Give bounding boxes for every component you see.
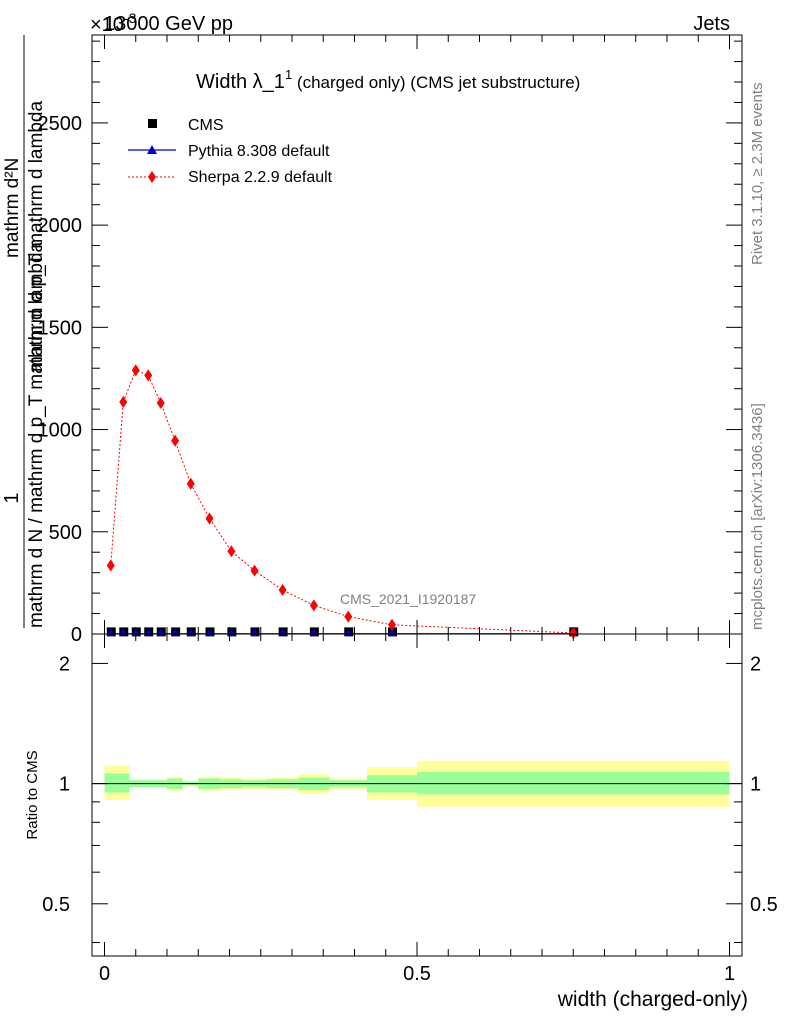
y-tick-label: 0 xyxy=(71,624,82,646)
sherpa-point xyxy=(278,584,287,597)
svg-text:1: 1 xyxy=(1,492,23,503)
y-tick-label: 2000 xyxy=(38,215,83,237)
sherpa-point xyxy=(119,395,128,408)
plot-title: Width λ_11 (charged only) (CMS jet subst… xyxy=(196,67,580,93)
sherpa-point xyxy=(309,599,318,612)
rivet-label: Rivet 3.1.10, ≥ 2.3M events xyxy=(749,83,766,266)
mcplots-label: mcplots.cern.ch [arXiv:1306.3436] xyxy=(749,403,766,630)
svg-text:mathrm d p_T mathrm d lambda: mathrm d p_T mathrm d lambda xyxy=(26,101,47,372)
sherpa-point xyxy=(156,396,165,409)
ratio-y-ticks: 0.5 0.5 1 1 2 2 xyxy=(42,653,778,943)
x-tick-label: 0.5 xyxy=(403,963,431,985)
svg-text:CMS: CMS xyxy=(188,117,224,134)
legend-entry-cms: CMS xyxy=(148,117,224,134)
ratio-band-inner xyxy=(104,773,130,793)
x-tick-label: 0 xyxy=(99,963,110,985)
x-tick-label: 1 xyxy=(724,963,735,985)
main-y-ticks: 0 500 1000 1500 2000 2500 xyxy=(38,40,742,646)
svg-text:Sherpa 2.2.9 default: Sherpa 2.2.9 default xyxy=(188,169,333,186)
exponent-label: ×10-3 xyxy=(90,10,137,36)
sherpa-point xyxy=(205,512,214,525)
ratio-y-tick-label-right: 0.5 xyxy=(750,894,778,916)
ratio-x-ticks: 0 0.5 1 xyxy=(99,634,735,985)
y-tick-label: 2500 xyxy=(38,113,83,135)
main-x-ticks xyxy=(104,35,730,634)
ratio-y-tick-label: 1 xyxy=(59,774,70,796)
svg-text:Pythia 8.308 default: Pythia 8.308 default xyxy=(188,143,330,160)
sherpa-point xyxy=(250,564,259,577)
ratio-y-tick-label-right: 2 xyxy=(750,653,761,675)
ratio-y-axis-label: Ratio to CMS xyxy=(24,750,41,839)
analysis-tag: CMS_2021_I1920187 xyxy=(340,591,476,607)
sherpa-point xyxy=(171,434,180,447)
y-tick-label: 1500 xyxy=(38,317,83,339)
main-y-axis-label: 1 mathrm d N / mathrm d p_T mathrm d lam… xyxy=(1,35,47,628)
ratio-y-tick-label: 2 xyxy=(59,653,70,675)
legend-entry-sherpa: Sherpa 2.2.9 default xyxy=(128,169,333,186)
sherpa-point xyxy=(227,545,236,558)
ratio-y-tick-label-right: 1 xyxy=(750,774,761,796)
y-tick-label: 1000 xyxy=(38,420,83,442)
ratio-band-inner xyxy=(417,771,730,795)
svg-text:mathrm d²N: mathrm d²N xyxy=(2,158,23,258)
x-axis-label: width (charged-only) xyxy=(557,988,748,1011)
sherpa-point xyxy=(131,364,140,377)
sherpa-point xyxy=(106,559,115,572)
sherpa-point xyxy=(144,369,153,382)
y-tick-label: 500 xyxy=(49,522,82,544)
svg-text:mathrm d N / mathrm d p_T math: mathrm d N / mathrm d p_T mathrm d lambd… xyxy=(26,241,47,628)
ratio-y-tick-label: 0.5 xyxy=(42,894,70,916)
main-series-layer xyxy=(106,364,579,639)
sherpa-point xyxy=(388,618,396,631)
process-label: Jets xyxy=(693,13,730,35)
legend: CMS Pythia 8.308 default Sherpa 2.2.9 de… xyxy=(128,117,333,186)
legend-entry-pythia: Pythia 8.308 default xyxy=(128,143,330,160)
energy-label: 13000 GeV pp xyxy=(104,13,233,35)
sherpa-point xyxy=(344,610,353,623)
sherpa-point xyxy=(569,626,578,639)
sherpa-point xyxy=(186,477,195,490)
